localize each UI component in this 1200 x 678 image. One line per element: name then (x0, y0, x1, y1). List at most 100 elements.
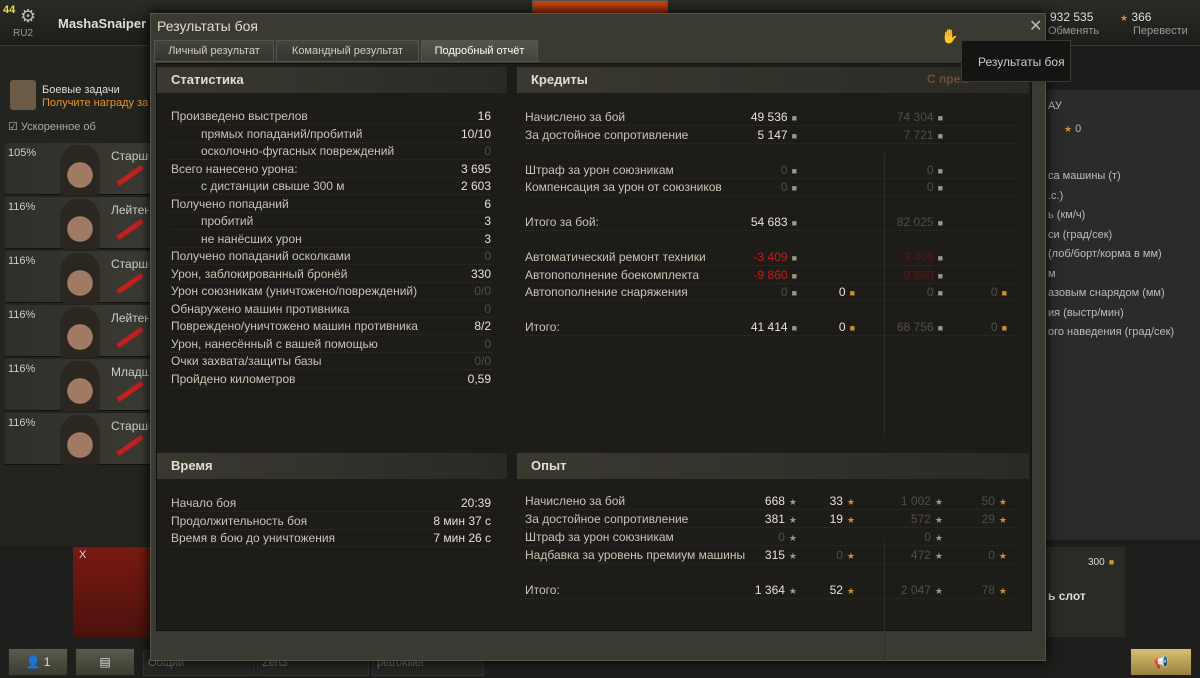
stat-row: Получено попаданий 6 (171, 197, 491, 214)
dotted-leader (525, 142, 1015, 144)
rank-insignia (116, 326, 144, 349)
divider (884, 154, 885, 434)
slot-price: 300 ■ (1088, 557, 1114, 568)
dotted-leader (171, 316, 491, 318)
stat-row: Получено попаданий осколками 0 (171, 249, 491, 266)
stat-row: Всего нанесено урона: 3 695 (171, 162, 491, 179)
silver-coin-icon: ■ (937, 113, 943, 123)
crew-member-card[interactable]: 116% Старши (5, 413, 150, 465)
value-text: -3 409 (899, 250, 934, 264)
squad-button[interactable]: 👤 1 (8, 648, 68, 676)
dotted-leader (171, 124, 491, 125)
buy-slot-card[interactable] (1045, 547, 1125, 637)
value-text: 1 364 (754, 583, 785, 597)
tab-personal[interactable]: Личный результат (154, 40, 274, 62)
stat-row: Обнаружено машин противника 0 (171, 302, 491, 319)
crew-member-card[interactable]: 116% Младш (5, 359, 150, 411)
crew-member-card[interactable]: 116% Лейтен (5, 305, 150, 357)
dotted-leader (171, 211, 491, 213)
silver-coin-icon: ■ (937, 165, 943, 176)
silver-coin-icon: ■ (791, 113, 797, 123)
notifications-button[interactable]: 📢 (1130, 648, 1192, 676)
vehicle-spec-label: .с.) (1048, 189, 1064, 202)
tank-card[interactable]: X (73, 547, 153, 637)
gear-icon[interactable]: ⚙ (20, 6, 37, 26)
tasks-subtitle: Получите награду за (42, 97, 148, 109)
gold-amount: 932 535 (1050, 10, 1094, 24)
exchange-link[interactable]: Обменять (1048, 25, 1100, 37)
value-c1: 668 ★ (765, 494, 797, 508)
dotted-leader (525, 598, 1015, 599)
value-c1: 49 536 ■ (751, 110, 797, 124)
credits-row: Начислено за бой 49 536 ■ 74 304 ■ (525, 110, 1015, 127)
row-label: Автоматический ремонт техники (525, 250, 706, 264)
dotted-leader (171, 351, 491, 353)
silver-coin-icon: ■ (791, 165, 797, 176)
vehicle-spec-label: азовым снарядом (мм) (1048, 287, 1165, 299)
value-c3: 2 047 ★ (901, 583, 943, 597)
buy-slot-label: ь слот (1048, 589, 1086, 603)
value-text: 381 (764, 512, 785, 526)
stat-row: осколочно-фугасных повреждений 0 (171, 144, 491, 161)
value-text: 0 (778, 530, 785, 544)
chat-button[interactable]: ▤ (75, 648, 135, 676)
battle-button[interactable] (532, 0, 668, 14)
stat-value: 0 (484, 144, 491, 158)
dotted-leader (525, 125, 1015, 126)
value-c1: 0 ★ (778, 530, 797, 544)
premium-column-header: С прем (927, 72, 969, 86)
rank-insignia (116, 380, 144, 403)
stat-value: 3 695 (460, 161, 491, 176)
battle-results-window: Результаты боя ✋ ✕ Личный результат Кома… (150, 13, 1046, 662)
crew-member-card[interactable]: 116% Старши (5, 251, 150, 303)
rank-insignia (116, 272, 144, 295)
experience-row: Начислено за бой 668 ★ 33 ★ 1 002 ★ 50 ★ (525, 494, 1015, 511)
crew-skill-percent: 116% (8, 255, 36, 267)
tab-team[interactable]: Командный результат (276, 40, 419, 62)
stat-value: 10/10 (460, 126, 491, 141)
dotted-leader (525, 195, 1015, 196)
vehicle-spec-label: ь (км/ч) (1048, 209, 1086, 221)
gold-star-icon: ★ (846, 586, 855, 596)
stat-label: Пройдено километров (171, 371, 296, 386)
credits-row: Итого за бой: 54 683 ■ 82 025 ■ (525, 215, 1015, 232)
username-menu[interactable]: MashaSnaiper (58, 16, 147, 31)
crew-rank: Старши (111, 257, 149, 271)
tab-detailed[interactable]: Подробный отчёт (421, 40, 538, 62)
battle-tasks[interactable]: Боевые задачи Получите награду за (10, 80, 148, 112)
stat-value: 0,59 (467, 371, 491, 386)
value-text: 0 (780, 285, 788, 299)
silver-coin-icon: ■ (791, 323, 797, 333)
crew-portrait (60, 307, 100, 357)
value-text: -9 860 (753, 267, 788, 282)
star-icon: ★ (934, 551, 943, 561)
rank-insignia (116, 164, 144, 187)
credits-row: Автопополнение снаряжения 0 ■ 0 ■ 0 ■ 0 ■ (525, 285, 1015, 302)
value-c1: 5 147 ■ (758, 128, 797, 142)
value-text: 572 (910, 512, 931, 526)
tasks-title: Боевые задачи (42, 84, 120, 96)
stat-row: Произведено выстрелов 16 (171, 109, 491, 126)
stat-row: прямых попаданий/пробитий 10/10 (171, 127, 491, 144)
close-icon[interactable]: ✕ (1029, 18, 1043, 35)
value-c1: 41 414 ■ (751, 320, 797, 334)
server-label: RU2 (13, 28, 34, 39)
row-label: Итого: (525, 583, 560, 597)
rank-insignia (116, 434, 144, 457)
vehicle-xp: ★ 0 (1060, 123, 1081, 135)
stat-value: 0/0 (474, 284, 491, 298)
accelerated-training-checkbox[interactable]: ☑ Ускоренное об (8, 121, 96, 133)
stat-label: Продолжительность боя (171, 513, 308, 528)
vehicle-type: АУ (1048, 100, 1062, 112)
value-text: 315 (764, 548, 785, 562)
value-text: 0 (780, 162, 788, 177)
value-c3: 472 ★ (911, 548, 943, 562)
convert-link[interactable]: Перевести (1133, 25, 1188, 37)
crew-member-card[interactable]: 116% Лейтен (5, 197, 150, 249)
value-c3: -9 860 ■ (900, 268, 943, 282)
experience-row: Надбавка за уровень премиум машины 315 ★ 0 ★… (525, 548, 1015, 565)
crew-member-card[interactable]: 105% Старши (5, 143, 150, 195)
gold-star-icon: ★ (1120, 13, 1129, 23)
value-text: 472 (910, 548, 931, 562)
stat-label: прямых попаданий/пробитий (201, 126, 363, 141)
